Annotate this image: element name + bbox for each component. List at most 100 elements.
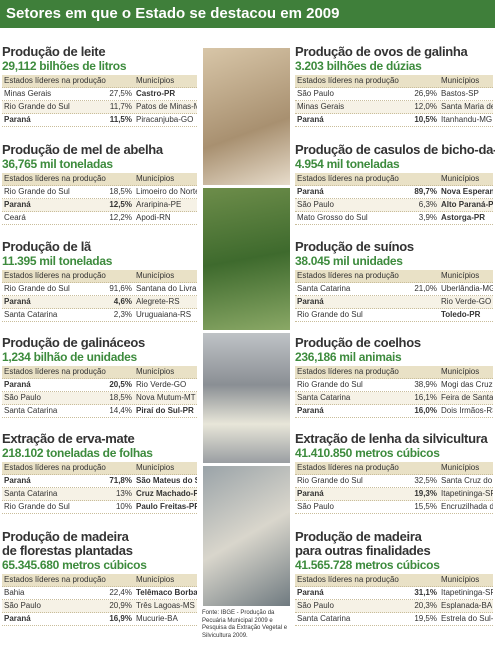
- state-cell: Bahia: [4, 588, 25, 597]
- table-header: Estados líderes na produção Municípios: [295, 462, 493, 475]
- section: Produção de mel de abelha 36,765 mil tone…: [2, 143, 197, 225]
- state-cell: Paraná: [297, 489, 324, 498]
- table-row: Paraná 71,8% São Mateus do Sul-PR: [2, 475, 197, 488]
- municipality-cell: Araripina-PE: [136, 200, 182, 209]
- section-title: Produção de leite: [2, 44, 106, 59]
- table-row: Paraná 11,5% Piracanjuba-GO: [2, 114, 197, 127]
- section-subtitle: 3.203 bilhões de dúzias: [295, 59, 422, 73]
- table-row: São Paulo 20,9% Três Lagoas-MS: [2, 600, 197, 613]
- share-cell: 22,4%: [109, 588, 132, 597]
- header-cell: Estados líderes na produção: [4, 575, 106, 584]
- table: Estados líderes na produção Municípios Rio…: [295, 366, 493, 418]
- table: Estados líderes na produção Municípios Par…: [295, 574, 493, 626]
- share-cell: 71,8%: [109, 476, 132, 485]
- table-row: Paraná 20,5% Rio Verde-GO: [2, 379, 197, 392]
- municipality-cell: Santa Cruz do Sul-RS: [441, 476, 493, 485]
- state-cell: Santa Catarina: [297, 614, 351, 623]
- table-row: Santa Catarina 14,4% Piraí do Sul-PR: [2, 405, 197, 418]
- table-header: Estados líderes na produção Municípios: [2, 462, 197, 475]
- share-cell: 31,1%: [414, 588, 437, 597]
- state-cell: Paraná: [297, 297, 324, 306]
- municipality-cell: Encruzilhada do Sul-RS: [441, 502, 493, 511]
- section-subtitle: 38.045 mil unidades: [295, 254, 403, 268]
- section-title: Extração de lenha da silvicultura: [295, 431, 488, 446]
- state-cell: Minas Gerais: [4, 89, 52, 98]
- table-row: São Paulo 26,9% Bastos-SP: [295, 88, 493, 101]
- table-row: Rio Grande do Sul 18,5% Limoeiro do Norte-…: [2, 186, 197, 199]
- municipality-cell: Apodi-RN: [136, 213, 171, 222]
- municipality-cell: Uruguaiana-RS: [136, 310, 192, 319]
- state-cell: Santa Catarina: [4, 406, 58, 415]
- section: Produção de casulos de bicho-da-seda4.95…: [295, 143, 495, 225]
- municipality-cell: Feira de Santana-BA: [441, 393, 493, 402]
- share-cell: 21,0%: [414, 284, 437, 293]
- share-cell: 16,0%: [414, 406, 437, 415]
- source-note: Fonte: IBGE - Produção da Pecuária Munic…: [202, 610, 288, 639]
- state-cell: Santa Catarina: [297, 284, 351, 293]
- section-subtitle: 36,765 mil toneladas: [2, 157, 113, 171]
- section-subtitle: 41.565.728 metros cúbicos: [295, 558, 440, 572]
- section-title: Produção de coelhos: [295, 335, 421, 350]
- municipality-cell: Cruz Machado-PR: [136, 489, 197, 498]
- header-cell: Municípios: [441, 174, 480, 183]
- share-cell: 27,5%: [109, 89, 132, 98]
- share-cell: 32,5%: [414, 476, 437, 485]
- share-cell: 11,5%: [109, 115, 132, 124]
- section-title: Produção de ovos de galinha: [295, 44, 468, 59]
- municipality-cell: Mogi das Cruzes-SP: [441, 380, 493, 389]
- photo-farmers: [203, 188, 290, 330]
- share-cell: 11,7%: [109, 102, 132, 111]
- state-cell: Rio Grande do Sul: [297, 476, 363, 485]
- municipality-cell: Itapetininga-SP: [441, 588, 493, 597]
- header-cell: Municípios: [441, 271, 480, 280]
- state-cell: Santa Catarina: [297, 393, 351, 402]
- state-cell: São Paulo: [4, 393, 41, 402]
- section-subtitle: 1,234 bilhão de unidades: [2, 350, 137, 364]
- municipality-cell: Itapetininga-SP: [441, 489, 493, 498]
- state-cell: Paraná: [4, 297, 31, 306]
- state-cell: Santa Catarina: [4, 489, 58, 498]
- share-cell: 26,9%: [414, 89, 437, 98]
- municipality-cell: Estrela do Sul-MG: [441, 614, 493, 623]
- state-cell: Ceará: [4, 213, 26, 222]
- state-cell: São Paulo: [4, 601, 41, 610]
- section-title: Produção de lã: [2, 239, 91, 254]
- header-cell: Estados líderes na produção: [297, 463, 399, 472]
- table-row: Santa Catarina 21,0% Uberlândia-MG: [295, 283, 493, 296]
- table-row: Paraná 4,6% Alegrete-RS: [2, 296, 197, 309]
- section: Extração de erva-mate 218.102 toneladas d…: [2, 432, 197, 514]
- state-cell: São Paulo: [297, 601, 334, 610]
- table-row: São Paulo 15,5% Encruzilhada do Sul-RS: [295, 501, 493, 514]
- header-cell: Municípios: [136, 575, 175, 584]
- header-cell: Estados líderes na produção: [4, 367, 106, 376]
- table-row: Rio Grande do Sul 32,5% Santa Cruz do Sul-…: [295, 475, 493, 488]
- table-header: Estados líderes na produção Municípios: [295, 366, 493, 379]
- state-cell: Rio Grande do Sul: [4, 284, 70, 293]
- section-subtitle: 29,112 bilhões de litros: [2, 59, 127, 73]
- share-cell: 19,3%: [414, 489, 437, 498]
- state-cell: Rio Grande do Sul: [4, 102, 70, 111]
- municipality-cell: Piracanjuba-GO: [136, 115, 194, 124]
- municipality-cell: Rio Verde-GO: [136, 380, 187, 389]
- table: Estados líderes na produção Municípios Par…: [295, 173, 493, 225]
- section: Produção de ovos de galinha 3.203 bilhões…: [295, 45, 493, 127]
- municipality-cell: Uberlândia-MG: [441, 284, 493, 293]
- table-row: Paraná 19,3% Itapetininga-SP: [295, 488, 493, 501]
- section-subtitle: 65.345.680 metros cúbicos: [2, 558, 147, 572]
- municipality-cell: Telêmaco Borba-PR: [136, 588, 197, 597]
- state-cell: Rio Grande do Sul: [4, 502, 70, 511]
- header-cell: Estados líderes na produção: [297, 76, 399, 85]
- state-cell: Paraná: [4, 476, 31, 485]
- share-cell: 16,9%: [109, 614, 132, 623]
- state-cell: Paraná: [4, 200, 31, 209]
- section: Produção de leite 29,112 bilhões de litro…: [2, 45, 197, 127]
- state-cell: Rio Grande do Sul: [297, 380, 363, 389]
- municipality-cell: Mucurie-BA: [136, 614, 178, 623]
- state-cell: Paraná: [297, 588, 324, 597]
- header-cell: Estados líderes na produção: [4, 463, 106, 472]
- table-row: Paraná Rio Verde-GO: [295, 296, 493, 309]
- municipality-cell: Rio Verde-GO: [441, 297, 492, 306]
- municipality-cell: Alto Paraná-PR: [441, 200, 493, 209]
- municipality-cell: Itanhandu-MG: [441, 115, 493, 124]
